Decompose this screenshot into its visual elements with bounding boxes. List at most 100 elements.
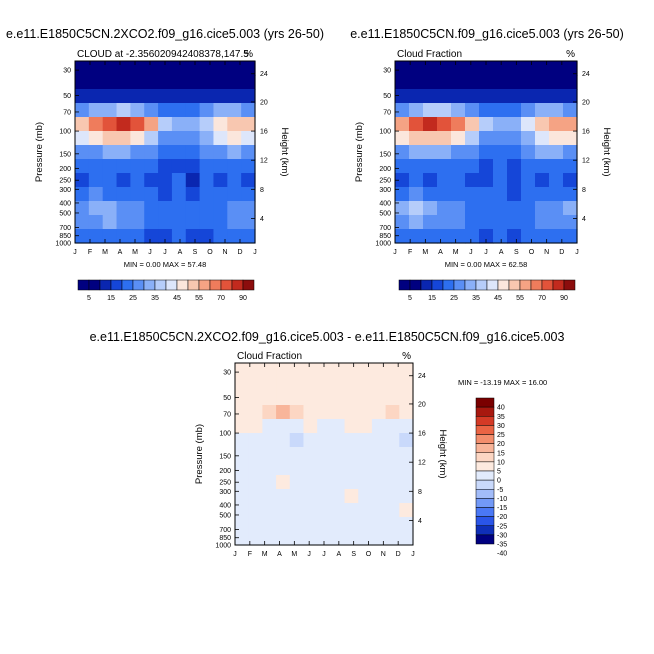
colorbar-label: 55 (516, 295, 524, 302)
heatmap-cell (493, 103, 508, 118)
heatmap-cell (317, 517, 332, 532)
heatmap-cell (276, 475, 291, 490)
heatmap-cell (241, 89, 256, 104)
heatmap-cell (465, 229, 480, 244)
colorbar-label: 25 (497, 432, 505, 439)
stats-label: MIN = -13.19 MAX = 16.00 (458, 378, 547, 387)
heatmap-cell (399, 391, 414, 406)
heatmap-cell (563, 103, 578, 118)
heatmap-cell (75, 145, 90, 160)
heatmap-cell (130, 89, 145, 104)
heatmap-cell (158, 61, 173, 76)
y-tick-label: 850 (379, 233, 391, 240)
y-tick-label: 200 (219, 468, 231, 475)
heatmap-cell (276, 503, 291, 518)
x-tick-label: O (529, 249, 535, 256)
heatmap-cell (358, 447, 373, 462)
colorbar-swatch (530, 279, 543, 291)
heatmap-cell (395, 187, 410, 202)
heatmap-cell (344, 531, 359, 546)
colorbar-swatch (508, 279, 521, 291)
heatmap-cell (241, 187, 256, 202)
heatmap-cell (344, 405, 359, 420)
heatmap-cell (330, 447, 346, 462)
heatmap-cell (130, 131, 145, 146)
heatmap-cell (371, 419, 387, 434)
plot-title: e.e11.E1850C5CN.f09_g16.cice5.003 (yrs 2… (350, 27, 624, 41)
y-tick-label: 250 (219, 480, 231, 487)
x-tick-label: M (102, 249, 108, 256)
heatmap-cell (451, 117, 466, 132)
colorbar-swatch (77, 279, 90, 291)
y-tick-label: 50 (383, 93, 391, 100)
heatmap-cell (262, 461, 277, 476)
colorbar-swatch (475, 406, 495, 417)
heatmap-cell (507, 61, 522, 76)
heatmap-cell (158, 201, 173, 216)
colorbar-label: -20 (497, 514, 507, 521)
heatmap-cell (385, 363, 400, 378)
colorbar-swatch (541, 279, 554, 291)
heatmap-cell (116, 201, 131, 216)
heatmap-cell (395, 103, 410, 118)
heatmap-cell (437, 173, 452, 188)
heatmap-cell (521, 159, 536, 174)
x-tick-label: A (438, 249, 443, 256)
heatmap-cell (465, 131, 480, 146)
colorbar-label: 45 (494, 295, 502, 302)
heatmap-cell (358, 475, 373, 490)
heatmap-cell (248, 489, 263, 504)
y2-tick-label: 12 (418, 460, 426, 467)
colorbar-swatch (475, 434, 495, 444)
heatmap-cell (465, 187, 480, 202)
heatmap-cell (241, 145, 256, 160)
heatmap-cell (248, 461, 263, 476)
heatmap-cell (549, 215, 564, 230)
heatmap-cell (276, 461, 291, 476)
heatmap-cell (227, 61, 242, 76)
heatmap-cell (75, 103, 90, 118)
heatmap-cell (521, 229, 536, 244)
colorbar-swatch (486, 279, 499, 291)
heatmap-cell (144, 103, 159, 118)
y2-tick-label: 8 (582, 187, 586, 194)
heatmap-cell (399, 503, 414, 518)
heatmap-cell (276, 447, 291, 462)
heatmap-cell (465, 215, 480, 230)
colorbar-label: 90 (239, 295, 247, 302)
y-tick-label: 500 (219, 512, 231, 519)
stats-label: MIN = 0.00 MAX = 57.48 (124, 260, 207, 269)
colorbar-swatch (475, 534, 495, 545)
heatmap-cell (465, 159, 480, 174)
colorbar-swatch (442, 279, 455, 291)
heatmap-cell (563, 215, 578, 230)
colorbar-label: 20 (497, 441, 505, 448)
y-tick-label: 850 (219, 535, 231, 542)
colorbar-swatch (110, 279, 123, 291)
plot-left-label: Cloud Fraction (397, 49, 462, 60)
heatmap-cell (437, 61, 452, 76)
heatmap-cell (144, 117, 159, 132)
heatmap-cell (262, 405, 277, 420)
heatmap-cell (358, 377, 373, 392)
plot-title: e.e11.E1850C5CN.2XCO2.f09_g16.cice5.003 … (90, 330, 565, 344)
heatmap-cell (563, 229, 578, 244)
y-tick-label: 70 (383, 109, 391, 116)
heatmap-cell (75, 131, 90, 146)
heatmap-cell (303, 363, 318, 378)
heatmap-cell (88, 145, 104, 160)
heatmap-cell (371, 377, 387, 392)
colorbar-swatch (475, 461, 495, 472)
heatmap-cell (344, 503, 359, 518)
heatmap-cell (303, 405, 318, 420)
heatmap-cell (144, 159, 159, 174)
heatmap-cell (330, 531, 346, 546)
heatmap-cell (344, 433, 359, 448)
heatmap-cell (248, 531, 263, 546)
heatmap-cell (563, 89, 578, 104)
colorbar-swatch (99, 279, 112, 291)
y-tick-label: 700 (59, 225, 71, 232)
heatmap-cell (451, 145, 466, 160)
colorbar-swatch (475, 397, 495, 408)
y-tick-label: 300 (219, 489, 231, 496)
